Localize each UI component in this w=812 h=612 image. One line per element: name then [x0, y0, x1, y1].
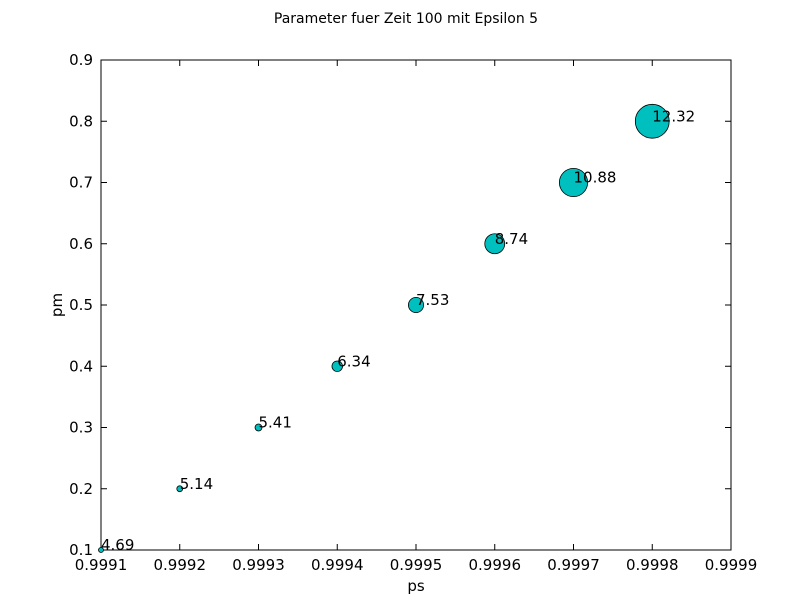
- y-tick-label: 0.6: [69, 235, 93, 253]
- x-tick-label: 0.9999: [705, 556, 758, 574]
- data-point-label: 4.69: [101, 536, 134, 554]
- axis-ticks: 0.9991 0.9992 0.9993 0.9994 0.9995 0.9996 0.99…: [69, 51, 757, 574]
- x-tick-label: 0.9998: [626, 556, 679, 574]
- x-tick-label: 0.9996: [469, 556, 522, 574]
- data-point-label: 5.41: [259, 414, 292, 432]
- y-axis-label: pm: [48, 293, 66, 317]
- y-tick-label: 0.9: [69, 51, 93, 69]
- data-points: [98, 103, 670, 553]
- data-point-label: 7.53: [416, 291, 449, 309]
- data-point: [176, 485, 184, 493]
- data-point: [407, 296, 425, 314]
- x-tick-label: 0.9995: [390, 556, 443, 574]
- y-tick-label: 0.1: [69, 541, 93, 559]
- x-tick-label: 0.9997: [547, 556, 600, 574]
- data-point: [634, 103, 670, 139]
- y-tick-label: 0.7: [69, 174, 93, 192]
- data-point: [484, 233, 506, 255]
- x-tick-label: 0.9993: [232, 556, 285, 574]
- data-point: [98, 547, 104, 553]
- data-point-label: 8.74: [495, 230, 528, 248]
- data-point: [331, 360, 343, 372]
- y-tick-label: 0.2: [69, 480, 93, 498]
- y-tick-label: 0.5: [69, 296, 93, 314]
- y-tick-label: 0.8: [69, 112, 93, 130]
- x-axis-label: ps: [407, 577, 425, 595]
- data-point-label: 10.88: [574, 169, 617, 187]
- data-point-label: 6.34: [337, 352, 370, 370]
- chart-title: Parameter fuer Zeit 100 mit Epsilon 5: [274, 11, 538, 27]
- data-point-label: 5.14: [180, 475, 213, 493]
- x-tick-label: 0.9992: [154, 556, 207, 574]
- x-tick-label: 0.9994: [311, 556, 364, 574]
- x-tick-label: 0.9991: [75, 556, 128, 574]
- data-point: [558, 167, 589, 198]
- data-point: [254, 423, 263, 432]
- data-labels: 4.69 5.14 5.41 6.34 7.53 8.74 10.88 12.32: [101, 107, 695, 554]
- data-point-label: 12.32: [652, 107, 695, 125]
- y-tick-label: 0.3: [69, 419, 93, 437]
- y-tick-label: 0.4: [69, 357, 93, 375]
